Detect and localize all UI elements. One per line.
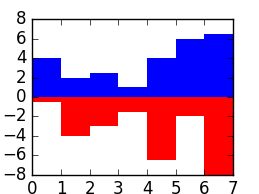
Bar [204,97,233,175]
Bar [204,34,233,97]
Bar [147,58,176,97]
Bar [147,97,176,160]
Bar [176,39,204,97]
Bar [61,97,90,136]
Bar [118,97,147,112]
Bar [61,78,90,97]
Bar [90,73,118,97]
Bar [176,97,204,116]
Bar [32,58,61,97]
Bar [90,97,118,126]
Bar [32,97,61,102]
Bar [118,87,147,97]
